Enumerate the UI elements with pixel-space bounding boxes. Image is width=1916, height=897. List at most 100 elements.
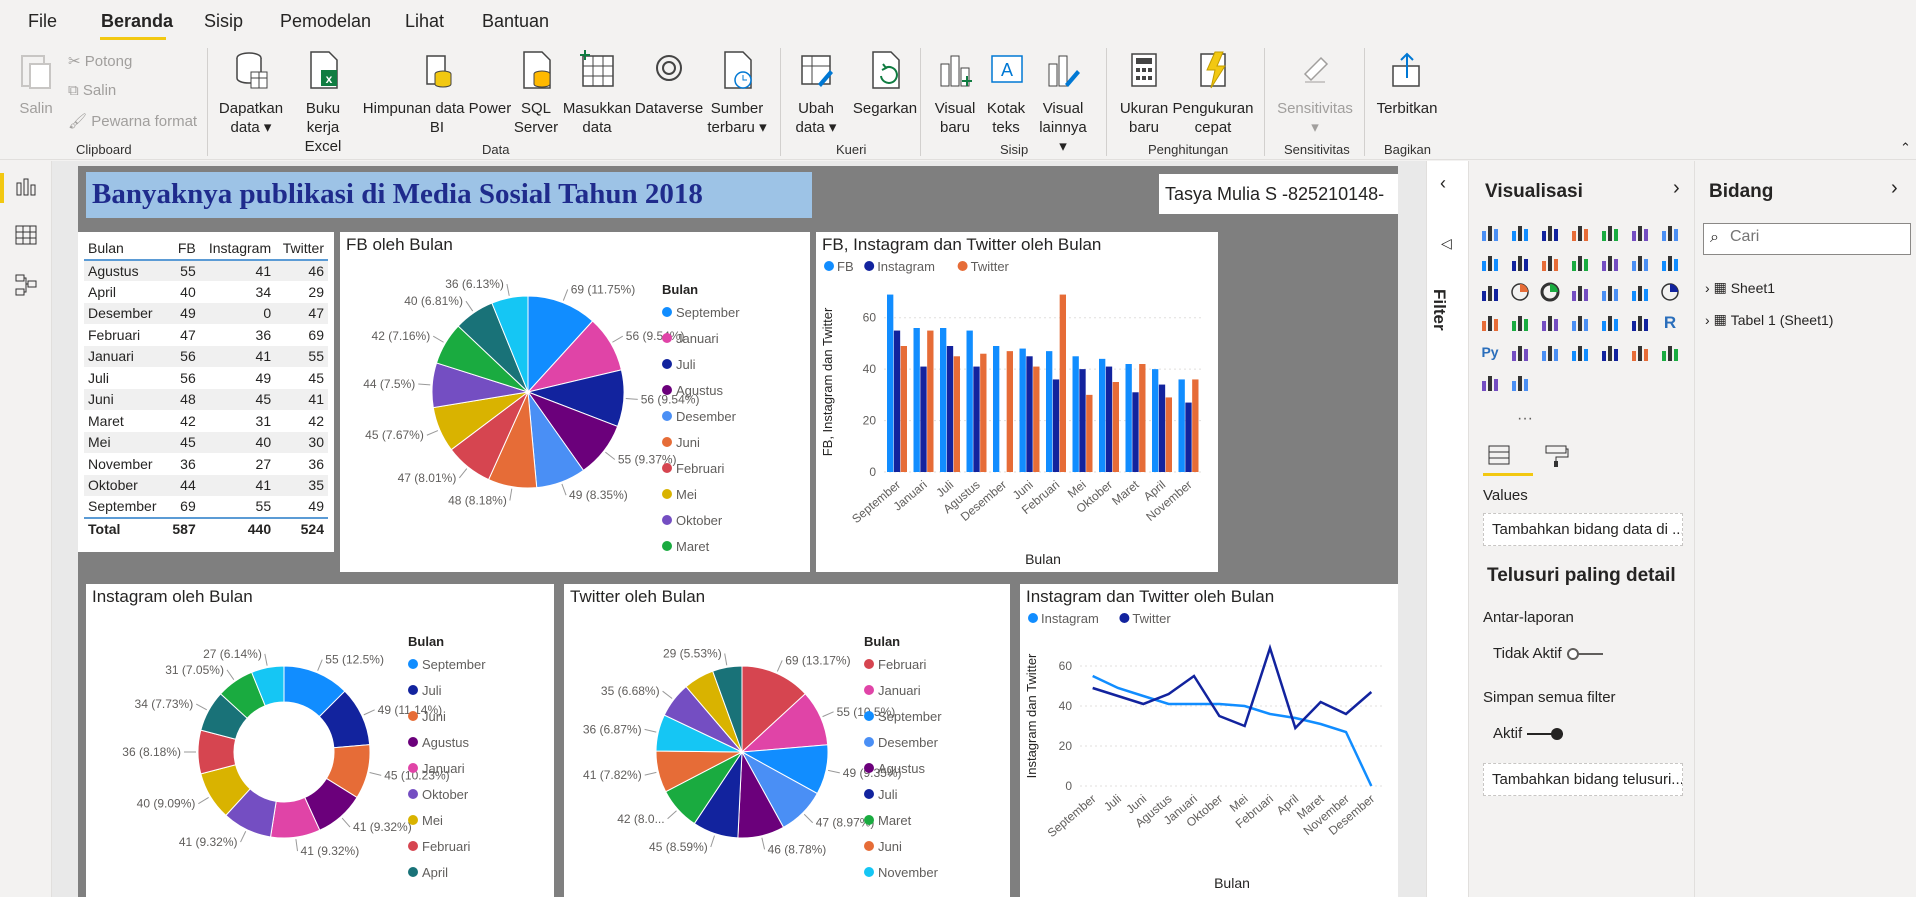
refresh-button[interactable]: Segarkan: [852, 50, 918, 118]
map-icon[interactable]: [1599, 281, 1621, 303]
legend-item[interactable]: FB: [824, 259, 854, 274]
legend-item[interactable]: Juli: [662, 357, 696, 372]
chevron-right-icon[interactable]: ›: [1673, 177, 1680, 199]
menu-tab-home[interactable]: Beranda: [101, 11, 174, 31]
funnel-icon[interactable]: [1659, 251, 1681, 273]
bar[interactable]: [1178, 379, 1185, 472]
bar[interactable]: [893, 330, 901, 472]
values-drop-zone[interactable]: Tambahkan bidang data di ...: [1483, 513, 1683, 546]
line-icon[interactable]: [1659, 221, 1681, 243]
bar[interactable]: [1086, 394, 1093, 472]
python-visual-icon[interactable]: Py: [1479, 341, 1501, 363]
drill-through-drop-zone[interactable]: Tambahkan bidang telusuri...: [1483, 763, 1683, 796]
r-visual-icon[interactable]: R: [1659, 311, 1681, 333]
col-header-instagram[interactable]: Instagram: [199, 238, 276, 261]
paste-button[interactable]: Salin: [14, 50, 58, 118]
recent-sources-button[interactable]: Sumber terbaru ▾: [706, 50, 768, 137]
publish-button[interactable]: Terbitkan: [1374, 50, 1440, 118]
bar[interactable]: [920, 366, 927, 472]
ribbon-icon[interactable]: [1599, 251, 1621, 273]
legend-item[interactable]: September: [662, 305, 740, 320]
legend-item[interactable]: Juni: [662, 435, 700, 450]
chevron-right-icon[interactable]: ›: [1891, 177, 1898, 199]
legend-item[interactable]: Juni: [408, 709, 446, 724]
copy-button[interactable]: ⧉ Salin: [68, 82, 117, 99]
bar[interactable]: [1046, 351, 1053, 472]
legend-item[interactable]: Agustus: [864, 761, 925, 776]
chevron-left-icon[interactable]: ‹: [1440, 173, 1446, 193]
filled-map-icon[interactable]: [1629, 281, 1651, 303]
line-column-icon[interactable]: [1539, 251, 1561, 273]
fb-pie-visual[interactable]: FB oleh Bulan 69 (11.75%) 56 (9.54%) 56 (9…: [340, 232, 810, 572]
pie-slice[interactable]: [527, 295, 594, 394]
menu-tab-help[interactable]: Bantuan: [482, 11, 550, 31]
menu-tab-file[interactable]: File: [28, 11, 58, 31]
metrics-icon[interactable]: [1509, 371, 1531, 393]
bar[interactable]: [973, 366, 980, 472]
legend-item[interactable]: Februari: [864, 657, 927, 672]
legend-item[interactable]: Twitter: [1119, 611, 1171, 626]
line-cluster-icon[interactable]: [1569, 251, 1591, 273]
multi-row-card-icon[interactable]: [1509, 311, 1531, 333]
bar[interactable]: [946, 346, 954, 472]
legend-scroll-icon[interactable]: ▼: [448, 895, 460, 897]
bar[interactable]: [1019, 348, 1026, 472]
field-table-tabel1[interactable]: › ▦ Tabel 1 (Sheet1): [1705, 311, 1833, 328]
bar[interactable]: [887, 294, 894, 472]
100-column-icon[interactable]: [1629, 221, 1651, 243]
legend-item[interactable]: Oktober: [408, 787, 469, 802]
bar[interactable]: [1185, 402, 1192, 472]
new-measure-button[interactable]: Ukuran baru: [1116, 50, 1172, 137]
gauge-icon[interactable]: [1659, 281, 1681, 303]
legend-item[interactable]: Februari: [662, 461, 725, 476]
get-data-button[interactable]: Dapatkan data ▾: [218, 50, 284, 137]
menu-tab-modeling[interactable]: Pemodelan: [280, 11, 372, 31]
legend-item[interactable]: Oktober: [662, 513, 723, 528]
col-header-twitter[interactable]: Twitter: [275, 238, 328, 261]
power-automate-icon[interactable]: [1479, 371, 1501, 393]
report-view-icon[interactable]: [14, 175, 38, 199]
legend-item[interactable]: Maret: [662, 539, 710, 554]
bar[interactable]: [953, 356, 960, 472]
fields-search-input[interactable]: [1730, 228, 1900, 246]
legend-item[interactable]: Instagram: [864, 259, 935, 274]
legend-scroll-icon[interactable]: ▼: [904, 895, 916, 897]
bar[interactable]: [1052, 379, 1060, 472]
bar[interactable]: [1026, 356, 1033, 472]
sql-server-button[interactable]: SQL Server: [512, 50, 560, 137]
legend-item[interactable]: Mei: [408, 813, 443, 828]
cut-button[interactable]: ✂ Potong: [68, 53, 133, 70]
bar[interactable]: [1079, 369, 1086, 472]
kpi-icon[interactable]: [1539, 311, 1561, 333]
bar[interactable]: [993, 346, 1000, 472]
twitter-pie-visual[interactable]: Twitter oleh Bulan 69 (13.17%) 55 (10.5%)…: [564, 584, 1010, 897]
transform-data-button[interactable]: Ubah data ▾: [790, 50, 842, 137]
more-visuals-ellipsis[interactable]: ···: [1517, 410, 1533, 427]
keep-filters-toggle[interactable]: [1527, 728, 1563, 740]
bar[interactable]: [1152, 369, 1159, 472]
col-header-fb[interactable]: FB: [166, 238, 200, 261]
legend-item[interactable]: November: [864, 865, 939, 880]
table-visual[interactable]: Bulan FB Instagram Twitter Agustus 55 41 46…: [78, 232, 334, 552]
enter-data-button[interactable]: Masukkan data: [562, 50, 632, 137]
legend-item[interactable]: Februari: [408, 839, 471, 854]
bar[interactable]: [900, 346, 907, 472]
area-icon[interactable]: [1479, 251, 1501, 273]
sensitivity-button[interactable]: Sensitivitas ▾: [1276, 50, 1354, 137]
legend-item[interactable]: Instagram: [1028, 611, 1099, 626]
bar[interactable]: [1006, 351, 1013, 472]
scatter-icon[interactable]: [1479, 281, 1501, 303]
legend-item[interactable]: Januari: [408, 761, 465, 776]
legend-item[interactable]: Desember: [662, 409, 737, 424]
qa-icon[interactable]: [1569, 341, 1591, 363]
pie-slice[interactable]: [741, 665, 807, 754]
stacked-bar-icon[interactable]: [1479, 221, 1501, 243]
legend-item[interactable]: Juli: [408, 683, 442, 698]
dataverse-button[interactable]: Dataverse: [634, 50, 704, 118]
key-influencers-icon[interactable]: [1509, 341, 1531, 363]
clustered-column-icon[interactable]: [1569, 221, 1591, 243]
menu-tab-view[interactable]: Lihat: [405, 11, 445, 31]
more-visuals-button[interactable]: Visual lainnya ▾: [1034, 50, 1092, 156]
bar[interactable]: [1099, 358, 1106, 472]
line-chart-visual[interactable]: Instagram dan Twitter oleh Bulan Instagr…: [1020, 584, 1398, 897]
